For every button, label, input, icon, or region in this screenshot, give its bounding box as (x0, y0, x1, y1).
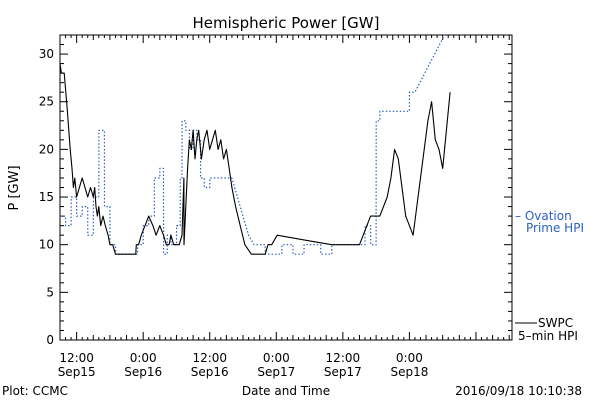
x-tick-label-time: 12:00 (326, 351, 361, 365)
legend-swpc-line1: SWPC (538, 316, 573, 330)
x-tick-label-date: Sep17 (324, 365, 362, 379)
x-tick-label-time: 0:00 (263, 351, 290, 365)
x-tick-label-date: Sep16 (191, 365, 229, 379)
x-tick-label-time: 0:00 (396, 351, 423, 365)
footer-timestamp: 2016/09/18 10:10:38 (455, 384, 582, 398)
series-layer (59, 34, 451, 255)
legend-ovation-line2: Prime HPI (526, 221, 584, 235)
series-line-swpc (59, 63, 451, 255)
y-tick-label: 15 (39, 190, 54, 204)
legend-swpc-line2: 5–min HPI (518, 329, 578, 343)
series-line-ovation (60, 34, 446, 255)
y-tick-label: 30 (39, 47, 54, 61)
x-axis-label: Date and Time (242, 384, 330, 398)
y-axis-label: P [GW] (7, 165, 22, 210)
x-tick-label-date: Sep17 (257, 365, 295, 379)
plot-frame (59, 34, 513, 341)
y-tick-label: 20 (39, 142, 54, 156)
y-axis-ticks: 0 5 10 15 20 25 30 (39, 34, 512, 347)
x-tick-label-time: 12:00 (192, 351, 227, 365)
y-tick-label: 0 (46, 333, 54, 347)
x-tick-label-time: 12:00 (59, 351, 94, 365)
y-tick-label: 5 (46, 285, 54, 299)
x-tick-label-date: Sep16 (124, 365, 162, 379)
legend-ovation-line1: – Ovation (515, 209, 572, 223)
y-tick-label: 10 (39, 238, 54, 252)
legend: – Ovation Prime HPI SWPC 5–min HPI (515, 209, 584, 343)
footer-plot-source: Plot: CCMC (2, 384, 68, 398)
y-tick-label: 25 (39, 95, 54, 109)
x-tick-label-date: Sep18 (390, 365, 428, 379)
x-axis-ticks: 12:00Sep150:00Sep1612:00Sep160:00Sep1712… (58, 35, 510, 379)
chart-title: Hemispheric Power [GW] (193, 14, 380, 32)
x-tick-label-time: 0:00 (130, 351, 157, 365)
x-tick-label-date: Sep15 (58, 365, 96, 379)
